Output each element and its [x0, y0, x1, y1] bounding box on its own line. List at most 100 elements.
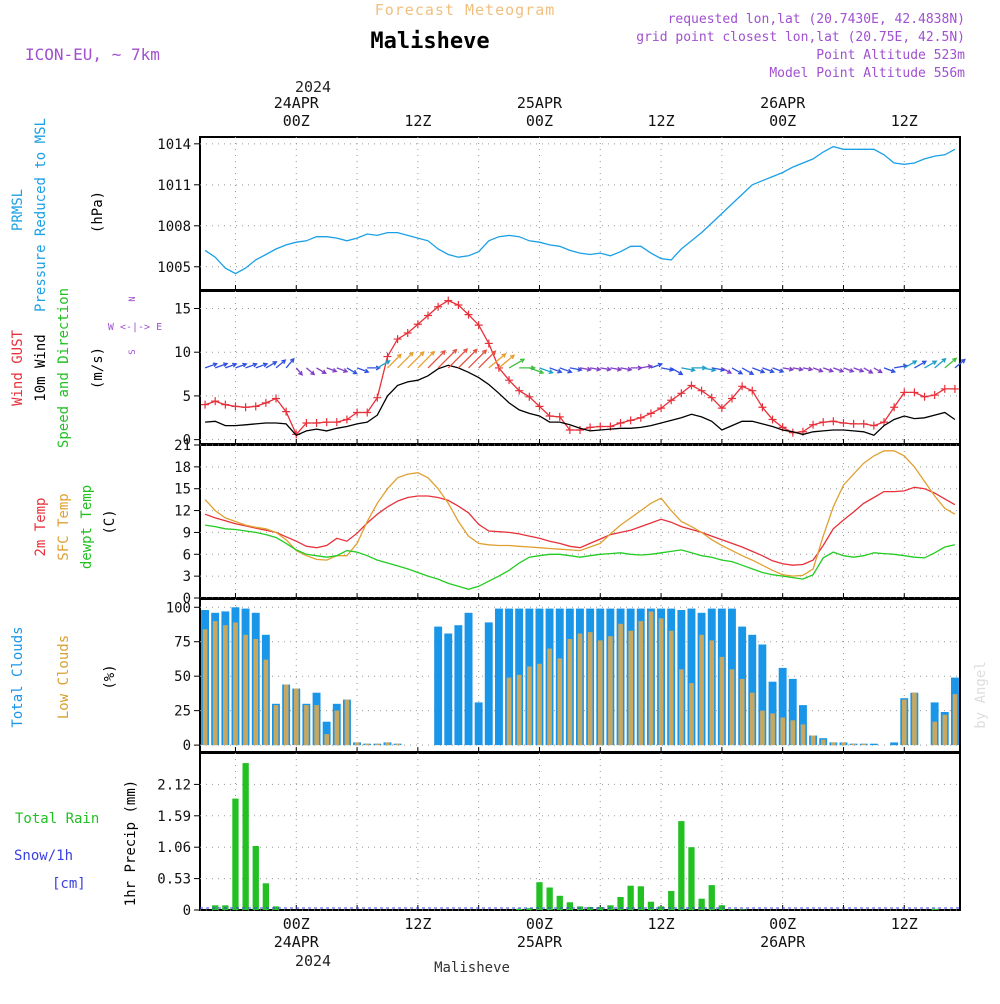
wind-panel-frame [199, 290, 961, 445]
wind-unit: (m/s) [90, 347, 106, 389]
clouds-low-clouds-bar [547, 648, 552, 746]
wind-gust-point [474, 321, 483, 330]
pressure-subtitle: Pressure Reduced to MSL [33, 118, 49, 312]
clouds-low-clouds-bar [354, 742, 360, 746]
wind-gust-point [880, 418, 888, 427]
temperature-ytick-label: 18 [174, 460, 191, 476]
wind-direction-arrow [265, 361, 278, 369]
temperature-sfc-temp-line [204, 450, 956, 577]
precip-total-rain-bar [708, 885, 715, 910]
clouds-low-clouds-bar [223, 625, 228, 746]
precip-total-rain-bar [242, 763, 249, 910]
precip-total-rain-bar [566, 902, 573, 910]
wind-direction-arrow [914, 360, 928, 369]
precip-total-rain-bar [516, 908, 523, 910]
wind-gust-point [393, 335, 402, 344]
wind-gust-point [728, 394, 736, 403]
clouds-low-clouds-bar [912, 692, 917, 746]
wind-direction-arrow [579, 366, 593, 372]
wind-direction-arrow [610, 366, 623, 372]
clouds-ytick-label: 100 [166, 600, 191, 616]
temperature-ytick-label: 6 [183, 547, 191, 563]
wind-direction-arrow [285, 357, 295, 369]
clouds-total-clouds-bar [758, 644, 767, 746]
wind-direction-arrow [305, 367, 316, 376]
wind-gust-point [464, 310, 473, 319]
wind-direction-arrow [457, 348, 478, 369]
wind-gust-point [748, 386, 757, 395]
wind-gust-point [758, 403, 767, 412]
clouds-total-clouds-bar [484, 622, 493, 746]
wind-direction-arrow [539, 367, 554, 374]
pressure-prmsl-line [204, 145, 956, 275]
temperature-ytick-label: 3 [183, 569, 191, 585]
wind-gust-point [515, 386, 524, 395]
top-time-label: 25APR [517, 94, 563, 112]
clouds-ytick-label: 0 [183, 738, 191, 754]
wind-gust-point [363, 408, 372, 417]
wind-ytick-label: 0 [183, 433, 191, 449]
clouds-low-clouds-bar [679, 669, 684, 746]
clouds-total-clouds-bar [687, 608, 696, 746]
wind-gust-point [505, 376, 514, 385]
wind-direction-arrow [843, 367, 855, 373]
pressure-ytick-label: 1005 [157, 260, 191, 276]
wind-direction-arrow [833, 367, 845, 373]
wind-ytick-label: 10 [174, 345, 191, 361]
clouds-low-clouds-bar [395, 743, 400, 746]
bottom-time-label: 12Z [891, 915, 918, 933]
clouds-low-clouds-bar [648, 611, 654, 746]
clouds-low-clouds-bar [770, 713, 775, 746]
wind-direction-arrow [863, 367, 874, 374]
bottom-time-label: 26APR [760, 933, 806, 951]
clouds-low-clouds-bar [932, 721, 937, 746]
clouds-low-clouds-bar [750, 692, 755, 746]
requested-coordinates: requested lon,lat (20.7430E, 42.4838N) [668, 12, 965, 27]
location-title: Malisheve [370, 29, 489, 54]
wind-direction-arrow [741, 367, 755, 375]
model-point-altitude: Model Point Altitude 556m [769, 66, 965, 81]
grid-point-coordinates: grid point closest lon,lat (20.75E, 42.5… [636, 30, 965, 45]
total-rain-label: Total Rain [15, 811, 99, 827]
precip-total-rain-bar [698, 898, 705, 910]
wind-gust-point [829, 417, 838, 426]
wind-gust-point [657, 404, 666, 413]
wind-gust-point [920, 392, 929, 401]
wind-direction-arrow [427, 349, 446, 369]
temperature-dewpt-temp-line [205, 524, 956, 590]
bottom-time-label: 25APR [517, 933, 563, 951]
clouds-low-clouds-bar [628, 630, 633, 746]
precip-total-rain-bar [688, 847, 695, 910]
precip-total-rain-bar [637, 886, 644, 910]
wind-direction-arrow [529, 367, 545, 375]
precip-ytick-label: 2.12 [157, 777, 191, 793]
wind-direction-arrow [903, 360, 918, 369]
wind-gust-point [261, 398, 270, 407]
wind-direction-arrow [407, 351, 425, 369]
clouds-low-clouds-bar [344, 699, 350, 746]
clouds-total-clouds-bar [444, 633, 453, 746]
wind-direction-arrow [488, 353, 507, 369]
wind-gust-point [555, 412, 564, 421]
prmsl-label: PRMSL [10, 189, 26, 231]
wind-gust-point [687, 381, 696, 390]
wind-gust-point [859, 419, 868, 428]
wind-gust-point [950, 384, 959, 393]
wind-direction-arrow [336, 367, 349, 373]
precip-ytick-label: 1.06 [157, 840, 191, 856]
clouds-low-clouds-bar [385, 742, 390, 746]
wind-direction-arrow [569, 366, 583, 372]
plot-layer: 1005100810111014051015036912151821025507… [157, 94, 966, 951]
wind-gust-point [697, 386, 706, 395]
wind-direction-arrow [731, 367, 744, 375]
precip-total-rain-bar [262, 883, 269, 910]
wind-gust-point [940, 384, 949, 393]
clouds-low-clouds-bar [243, 634, 248, 746]
speed-direction-label: Speed and Direction [56, 288, 72, 448]
clouds-low-clouds-bar [233, 622, 238, 746]
wind-gust-point [565, 426, 574, 435]
clouds-low-clouds-bar [557, 658, 563, 746]
top-time-label: 00Z [283, 112, 310, 130]
